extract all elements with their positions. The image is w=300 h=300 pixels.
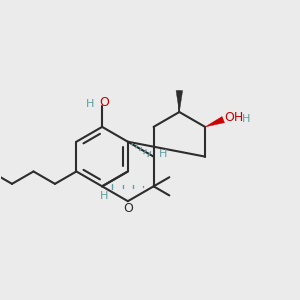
Polygon shape <box>176 91 183 112</box>
Text: OH: OH <box>224 112 243 124</box>
Text: H: H <box>242 114 250 124</box>
Text: O: O <box>124 202 134 215</box>
Text: H: H <box>159 149 167 159</box>
Polygon shape <box>205 117 224 127</box>
Text: O: O <box>99 96 109 109</box>
Text: H: H <box>100 190 108 201</box>
Text: H: H <box>85 99 94 109</box>
